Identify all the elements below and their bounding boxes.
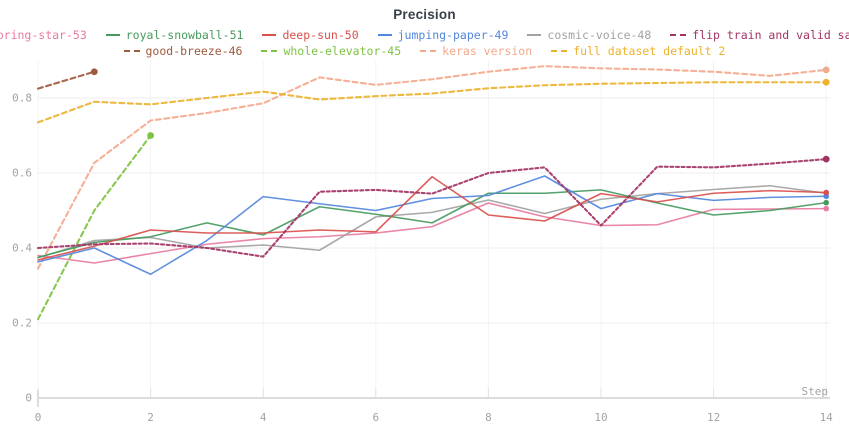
series-line-royal-snowball-51[interactable] [37,189,828,259]
legend-item-good-breeze-46[interactable]: good-breeze-46 [123,43,243,59]
x-tick-label: 4 [260,411,267,424]
x-tick-label: 8 [485,411,492,424]
y-tick-label: 0.6 [12,167,32,180]
legend-label: whole-elevator-45 [283,44,402,58]
series-end-dot-whole-elevator-45 [147,132,155,139]
line-swatch-icon [527,34,542,36]
series-line-spring-star-53[interactable] [37,202,828,264]
legend-label: royal-snowball-51 [125,28,244,42]
series-end-dot-good-breeze-46 [90,68,98,76]
legend-label: deep-sun-50 [282,28,359,42]
x-tick-label: 0 [35,411,42,424]
y-tick-label: 0 [25,392,32,405]
series-line-flip-train-and-valid-sample[interactable] [36,158,828,258]
line-swatch-icon [420,50,437,52]
line-swatch-icon [105,34,120,36]
legend-item-whole-elevator-45[interactable]: whole-elevator-45 [261,43,401,59]
legend-label: cosmic-voice-48 [547,28,652,42]
series-line-deep-sun-50[interactable] [37,175,828,261]
legend-row-2: good-breeze-46 whole-elevator-45 keras ver… [0,43,849,59]
legend-label: spring-star-53 [0,28,87,42]
legend-item-royal-snowball-51[interactable]: royal-snowball-51 [105,27,244,43]
legend-item-cosmic-voice-48[interactable]: cosmic-voice-48 [527,27,651,43]
legend-item-deep-sun-50[interactable]: deep-sun-50 [262,27,359,43]
legend-label: jumping-paper-49 [397,28,509,42]
chart-title: Precision [393,7,456,22]
series-end-dot-flip-train-and-valid-sample [822,155,830,163]
legend-label: good-breeze-46 [145,44,243,58]
series-line-keras-version[interactable] [36,65,828,270]
x-tick-label: 10 [594,411,607,424]
legend-row-1: spring-star-53 royal-snowball-51 deep-sun-… [0,27,849,43]
line-swatch-icon [262,34,277,36]
legend-item-jumping-paper-49[interactable]: jumping-paper-49 [377,27,509,43]
x-axis-label: Step [801,385,829,398]
series-line-whole-elevator-45[interactable] [36,134,152,321]
legend-item-spring-star-53[interactable]: spring-star-53 [0,27,87,43]
line-swatch-icon [670,34,687,36]
legend: spring-star-53 royal-snowball-51 deep-sun-… [0,27,849,59]
series-end-dot-spring-star-53 [823,205,829,212]
y-tick-label: 0.2 [12,317,32,330]
line-swatch-icon [261,50,278,52]
legend-item-keras-version[interactable]: keras version [420,43,532,59]
series-line-cosmic-voice-48[interactable] [37,184,828,259]
x-tick-label: 14 [820,411,834,424]
series-end-dot-full-dataset-default-2 [822,78,830,86]
y-tick-label: 0.8 [12,92,32,105]
line-swatch-icon [551,50,568,52]
x-tick-label: 2 [147,411,154,424]
x-tick-label: 12 [707,411,720,424]
legend-label: full dataset default 2 [573,44,726,58]
series-line-full-dataset-default-2[interactable] [36,81,828,124]
legend-label: flip train and valid sample [692,28,849,42]
series-end-dot-keras-version [822,66,830,74]
y-tick-label: 0.4 [12,242,32,255]
line-swatch-icon [377,34,392,36]
legend-item-full-dataset-default-2[interactable]: full dataset default 2 [551,43,725,59]
series-end-dot-royal-snowball-51 [823,199,829,206]
series-line-good-breeze-46[interactable] [36,70,96,90]
x-tick-label: 6 [372,411,379,424]
line-swatch-icon [123,50,140,52]
legend-label: keras version [442,44,533,58]
series-end-dot-deep-sun-50 [823,189,829,196]
legend-item-flip-train-and-valid-sample[interactable]: flip train and valid sample [670,27,849,43]
series-line-jumping-paper-49[interactable] [37,175,828,276]
